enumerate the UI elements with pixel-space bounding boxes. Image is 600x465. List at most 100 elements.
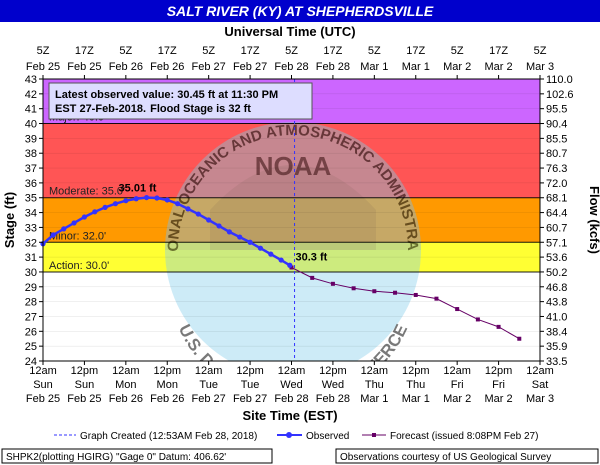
left-tick-label: 37	[25, 163, 37, 175]
top-tick-hour: 5Z	[202, 45, 215, 57]
bottom-tick-date: Feb 28	[274, 393, 308, 405]
forecast-point	[413, 292, 418, 297]
left-tick-label: 30	[25, 267, 37, 279]
right-tick-label: 46.8	[546, 282, 567, 294]
latest-value-box-bg	[48, 82, 313, 120]
observed-point	[123, 198, 129, 204]
observed-point	[102, 204, 108, 210]
bottom-axis-title: Site Time (EST)	[242, 408, 337, 423]
observed-point	[257, 245, 264, 251]
left-axis-ticks: 24 25 26 27 28 29 30 31 32 33 34 35 36 37 38 39 40 41 42 43	[25, 74, 43, 368]
band-moderate	[43, 123, 540, 198]
bottom-tick-time: 12pm	[236, 365, 264, 377]
top-tick-date: Mar 2	[485, 61, 513, 73]
left-tick-label: 26	[25, 326, 37, 338]
noaa-bird-icon	[210, 165, 376, 250]
top-tick-date: Feb 27	[233, 61, 267, 73]
top-tick-hour: 17Z	[406, 45, 425, 57]
left-tick-label: 32	[25, 237, 37, 249]
footer: SHPK2(plotting HGIRG) "Gage 0" Datum: 40…	[1, 448, 599, 464]
right-tick-label: 53.6	[546, 252, 567, 264]
bottom-tick-time: 12am	[361, 365, 389, 377]
observed-point	[247, 239, 253, 245]
top-tick-date: Feb 27	[192, 61, 226, 73]
right-tick-label: 80.7	[546, 148, 567, 160]
forecast-point	[434, 296, 439, 301]
latest-value-line1: Latest observed value: 30.45 ft at 11:30…	[55, 89, 278, 101]
footer-datum-box	[1, 448, 273, 464]
top-tick-hour: 17Z	[489, 45, 508, 57]
right-tick-label: 72.0	[546, 178, 567, 190]
bottom-tick-day: Tue	[241, 379, 260, 391]
legend: Graph Created (12:53AM Feb 28, 2018) Obs…	[54, 431, 538, 442]
bottom-tick-time: 12pm	[485, 365, 513, 377]
right-tick-label: 43.8	[546, 297, 567, 309]
top-tick-hour: 5Z	[285, 45, 298, 57]
top-tick-date: Feb 28	[274, 61, 308, 73]
observed-point	[287, 262, 293, 268]
right-tick-label: 68.1	[546, 193, 567, 205]
bottom-tick-date: Feb 28	[316, 393, 350, 405]
bottom-tick-date: Feb 26	[150, 393, 184, 405]
forecast-point	[393, 290, 398, 295]
bottom-tick-time: 12am	[443, 365, 471, 377]
legend-created-label: Graph Created (12:53AM Feb 28, 2018)	[80, 431, 257, 442]
footer-datum-text: SHPK2(plotting HGIRG) "Gage 0" Datum: 40…	[6, 452, 226, 463]
footer-credit-text: Observations courtesy of US Geological S…	[340, 452, 551, 463]
top-tick-hour: 5Z	[119, 45, 132, 57]
legend-observed-label: Observed	[306, 431, 349, 442]
bottom-tick-date: Feb 26	[109, 393, 143, 405]
bottom-tick-date: Feb 27	[192, 393, 226, 405]
peak-value-label: 35.01 ft	[119, 183, 157, 195]
bottom-tick-day: Wed	[280, 379, 302, 391]
bottom-tick-time: 12pm	[153, 365, 181, 377]
forecast-point	[289, 265, 294, 270]
footer-credit-box	[335, 448, 599, 464]
flood-label-action: Action: 30.0'	[49, 260, 109, 272]
latest-value-line2: EST 27-Feb-2018. Flood Stage is 32 ft	[55, 103, 251, 115]
top-tick-date: Feb 26	[109, 61, 143, 73]
left-tick-label: 42	[25, 89, 37, 101]
observed-point	[92, 209, 98, 215]
legend-forecast-label: Forecast (issued 8:08PM Feb 27)	[390, 431, 538, 442]
observed-series	[40, 194, 293, 268]
bottom-tick-day: Mon	[115, 379, 136, 391]
bottom-tick-time: 12am	[526, 365, 554, 377]
observed-point	[185, 206, 191, 212]
top-axis-ticks: 5Z Feb 25 17Z Feb 25 5Z Feb 26 17Z Feb 26 5Z Feb …	[26, 45, 554, 79]
right-tick-label: 76.3	[546, 163, 567, 175]
observed-point	[164, 197, 170, 203]
left-tick-label: 43	[25, 74, 37, 86]
right-tick-label: 33.5	[546, 356, 567, 368]
right-tick-label: 41.0	[546, 311, 567, 323]
left-tick-label: 24	[25, 356, 37, 368]
forecast-point	[496, 324, 501, 329]
bottom-tick-day: Sun	[75, 379, 95, 391]
top-tick-hour: 5Z	[451, 45, 464, 57]
bottom-axis-ticks: 12am Sun Feb 25 12pm Sun Feb 25 12am Mon Feb 26 1…	[26, 361, 554, 405]
left-tick-label: 40	[25, 119, 37, 131]
left-tick-label: 28	[25, 297, 37, 309]
bottom-tick-day: Fri	[492, 379, 505, 391]
legend-observed-marker	[286, 432, 292, 438]
top-tick-date: Mar 2	[443, 61, 471, 73]
title-bar	[0, 0, 600, 22]
bottom-tick-time: 12pm	[402, 365, 430, 377]
left-tick-label: 25	[25, 341, 37, 353]
right-tick-label: 50.2	[546, 267, 567, 279]
latest-value-date: EST 27-Feb-2018.	[55, 103, 146, 115]
top-tick-date: Feb 26	[150, 61, 184, 73]
top-tick-date: Mar 1	[402, 61, 430, 73]
forecast-point	[372, 289, 377, 294]
flood-label-minor: Minor: 32.0'	[49, 230, 106, 242]
observed-point	[206, 217, 212, 223]
top-tick-hour: 5Z	[37, 45, 50, 57]
bottom-tick-time: 12pm	[71, 365, 99, 377]
top-tick-date: Feb 25	[67, 61, 101, 73]
watermark-center-text: NOAA	[255, 151, 332, 181]
right-tick-label: 90.4	[546, 119, 567, 131]
top-tick-date: Mar 1	[360, 61, 388, 73]
right-tick-label: 57.1	[546, 237, 567, 249]
right-tick-label: 35.9	[546, 341, 567, 353]
right-tick-label: 85.5	[546, 133, 567, 145]
